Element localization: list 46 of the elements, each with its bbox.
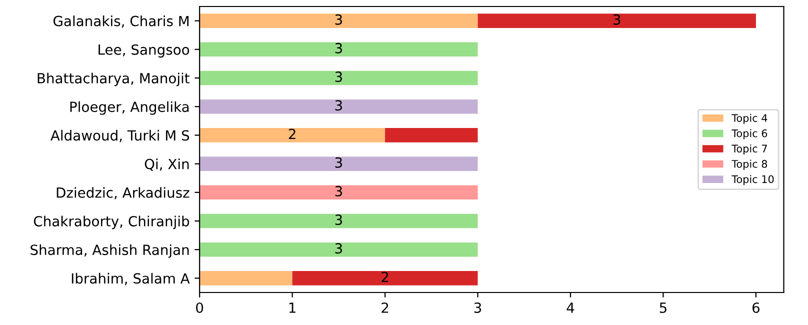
bar bbox=[200, 128, 386, 142]
y-tick-label: Galanakis, Charis M bbox=[54, 16, 189, 28]
x-tick-label: 6 bbox=[752, 302, 760, 313]
bar bbox=[200, 99, 478, 114]
x-tick-label: 2 bbox=[382, 302, 388, 313]
bar bbox=[385, 128, 478, 142]
data-label: 3 bbox=[335, 14, 342, 25]
legend-label: Topic 8 bbox=[732, 160, 768, 170]
y-tick-label: Bhattacharya, Manojit bbox=[38, 72, 190, 86]
bar bbox=[200, 271, 292, 286]
bar bbox=[200, 214, 478, 228]
y-tick-label: Chakraborty, Chiranjib bbox=[34, 216, 190, 230]
data-label: 3 bbox=[335, 72, 342, 82]
data-label: 3 bbox=[335, 243, 342, 254]
bar bbox=[200, 156, 478, 171]
x-tick-label: 3 bbox=[474, 302, 482, 313]
x-tick-label: 5 bbox=[660, 302, 666, 313]
legend-label: Topic 4 bbox=[732, 114, 768, 124]
data-label: 2 bbox=[382, 272, 388, 282]
legend-label: Topic 10 bbox=[732, 175, 774, 186]
bar bbox=[200, 14, 478, 28]
y-tick-label: Ibrahim, Salam A bbox=[72, 272, 190, 286]
y-tick-label: Lee, Sangsoo bbox=[98, 44, 190, 58]
x-tick-label: 1 bbox=[289, 302, 296, 313]
y-tick-label: Ploeger, Angelika bbox=[70, 101, 189, 115]
bar bbox=[478, 14, 756, 28]
y-tick-label: Qi, Xin bbox=[144, 158, 189, 171]
bar bbox=[200, 70, 478, 86]
legend-label: Topic 6 bbox=[732, 129, 768, 140]
data-label: 3 bbox=[335, 186, 342, 196]
data-label: 2 bbox=[288, 128, 296, 140]
data-label: 3 bbox=[335, 214, 342, 226]
x-tick-label: 4 bbox=[566, 302, 574, 313]
y-tick-label: Aldawoud, Turki M S bbox=[50, 130, 190, 142]
bar bbox=[200, 42, 478, 57]
data-label: 3 bbox=[335, 100, 342, 111]
bar bbox=[292, 271, 478, 286]
y-tick-label: Dziedzic, Arkadiusz bbox=[56, 187, 190, 200]
legend-label: Topic 7 bbox=[732, 144, 767, 155]
data-label: 3 bbox=[335, 157, 342, 168]
bar bbox=[200, 185, 478, 200]
data-label: 3 bbox=[335, 42, 342, 54]
y-tick-label: Sharma, Ashish Ranjan bbox=[30, 244, 189, 258]
bar bbox=[200, 242, 478, 257]
x-tick-label: 0 bbox=[196, 302, 204, 313]
data-label: 3 bbox=[613, 14, 620, 25]
